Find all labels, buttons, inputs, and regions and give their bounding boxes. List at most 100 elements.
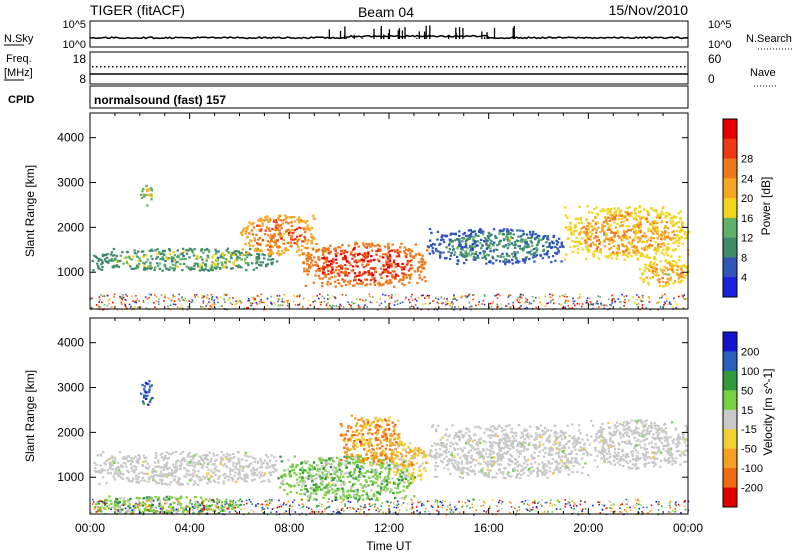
nave-dot (500, 66, 502, 68)
range-cell (289, 465, 292, 468)
range-cell (454, 306, 456, 308)
range-cell (347, 301, 349, 303)
range-cell (317, 274, 321, 278)
nave-dot (412, 66, 414, 68)
range-cell (661, 276, 664, 280)
range-cell (518, 299, 521, 301)
range-cell (302, 228, 306, 231)
range-cell (614, 231, 618, 234)
range-cell (394, 277, 397, 280)
range-cell (187, 306, 189, 308)
range-cell (261, 261, 265, 264)
range-cell (527, 245, 531, 248)
range-cell (671, 249, 674, 252)
range-cell (599, 296, 601, 298)
range-cell (193, 466, 196, 469)
range-cell (334, 285, 337, 288)
range-cell (301, 244, 304, 248)
range-cell (609, 211, 612, 214)
range-cell (585, 257, 588, 260)
range-cell (399, 278, 402, 281)
range-cell (328, 277, 331, 280)
range-cell (165, 483, 168, 486)
range-cell (319, 293, 321, 295)
range-cell (94, 255, 98, 258)
range-cell (217, 301, 219, 304)
range-cell (377, 459, 380, 462)
range-cell (643, 240, 646, 243)
range-cell (667, 242, 670, 245)
range-cell (495, 294, 497, 297)
range-cell (656, 232, 659, 235)
range-cell (617, 231, 620, 234)
range-cell (324, 494, 327, 497)
range-cell (472, 298, 474, 301)
range-cell (600, 304, 603, 306)
range-cell (488, 306, 490, 309)
range-cell (412, 478, 415, 481)
range-cell (272, 220, 276, 223)
range-cell (282, 232, 286, 235)
range-cell (363, 448, 366, 451)
range-cell (274, 224, 277, 227)
range-cell (393, 428, 396, 431)
range-cell (376, 282, 380, 285)
range-cell (339, 479, 342, 482)
range-cell (369, 480, 372, 483)
range-cell (319, 301, 322, 304)
range-cell (291, 216, 294, 219)
range-cell (392, 430, 395, 433)
range-cell (452, 298, 454, 300)
range-cell (542, 236, 545, 239)
range-cell (496, 255, 499, 258)
range-cell (371, 483, 374, 486)
range-cell (289, 485, 293, 488)
range-cell (665, 211, 668, 214)
range-cell (465, 296, 468, 299)
range-cell (322, 247, 325, 250)
range-cell (247, 307, 249, 309)
range-cell (208, 301, 211, 303)
range-cell (380, 276, 383, 279)
range-cell (336, 278, 340, 282)
range-cell (145, 184, 148, 187)
range-cell (397, 437, 400, 440)
range-cell (380, 284, 383, 287)
range-cell (671, 231, 674, 234)
range-cell (287, 228, 290, 231)
range-cell (428, 228, 432, 231)
range-cell (241, 467, 245, 470)
range-cell (311, 487, 314, 490)
range-cell (379, 466, 383, 469)
range-cell (111, 464, 114, 467)
range-cell (248, 252, 251, 255)
range-cell (228, 467, 232, 470)
range-cell (385, 268, 388, 271)
range-cell (305, 476, 308, 479)
range-cell (640, 252, 644, 255)
range-cell (306, 268, 309, 271)
range-cell (164, 294, 166, 296)
range-cell (109, 465, 112, 468)
range-cell (346, 280, 350, 283)
range-cell (378, 472, 382, 475)
range-cell (182, 254, 185, 258)
range-cell (662, 273, 666, 276)
range-cell (182, 457, 186, 460)
range-cell (523, 261, 526, 264)
range-cell (672, 249, 676, 252)
range-cell (334, 496, 338, 499)
range-cell (338, 274, 341, 277)
range-cell (574, 229, 578, 232)
range-cell (424, 454, 428, 457)
range-cell (546, 237, 549, 240)
range-cell (225, 465, 229, 469)
range-cell (655, 263, 658, 266)
range-cell (217, 481, 220, 484)
range-cell (439, 256, 442, 259)
nave-dot (416, 66, 418, 68)
range-cell (284, 214, 287, 217)
range-cell (496, 303, 499, 306)
range-cell (360, 274, 363, 277)
range-cell (387, 243, 390, 246)
